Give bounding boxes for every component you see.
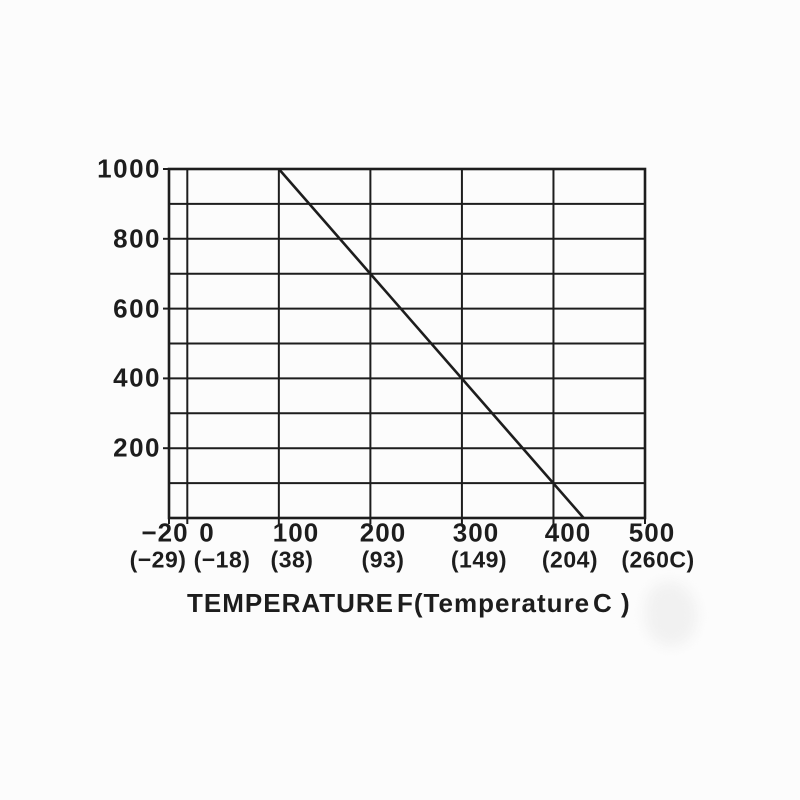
- x-axis-title-fahrenheit: F(Temperature: [397, 588, 591, 618]
- x-tick-label-fahrenheit: 300: [452, 517, 500, 548]
- x-axis-title-celsius: C ): [593, 588, 631, 618]
- x-tick-label-fahrenheit: 200: [359, 517, 407, 548]
- x-tick-label-fahrenheit: 0: [199, 517, 215, 548]
- x-tick-label-celsius: (93): [361, 546, 405, 573]
- y-tick-label: 1000: [97, 153, 161, 184]
- watermark-smudge: [645, 582, 697, 646]
- temperature-derating-line: [277, 168, 585, 519]
- y-tick-label: 400: [113, 362, 161, 393]
- x-tick-label-celsius: (−29): [129, 546, 187, 573]
- plot-border: [167, 167, 647, 520]
- x-tick-label-celsius: (38): [270, 546, 314, 573]
- x-tick-label-fahrenheit: −20: [141, 517, 189, 548]
- y-tick-label: 800: [113, 223, 161, 254]
- y-tick-label: 600: [113, 293, 161, 324]
- y-tick-label: 200: [113, 432, 161, 463]
- x-tick-label-fahrenheit: 100: [272, 517, 320, 548]
- x-tick-label-celsius: (204): [541, 546, 599, 573]
- x-tick-label-celsius: (−18): [193, 546, 251, 573]
- x-tick-label-fahrenheit: 500: [628, 517, 676, 548]
- x-tick-label-celsius: (260C): [621, 546, 695, 573]
- x-tick-label-celsius: (149): [450, 546, 508, 573]
- x-tick-label-fahrenheit: 400: [544, 517, 592, 548]
- x-axis-title-temperature: TEMPERATURE: [187, 588, 394, 618]
